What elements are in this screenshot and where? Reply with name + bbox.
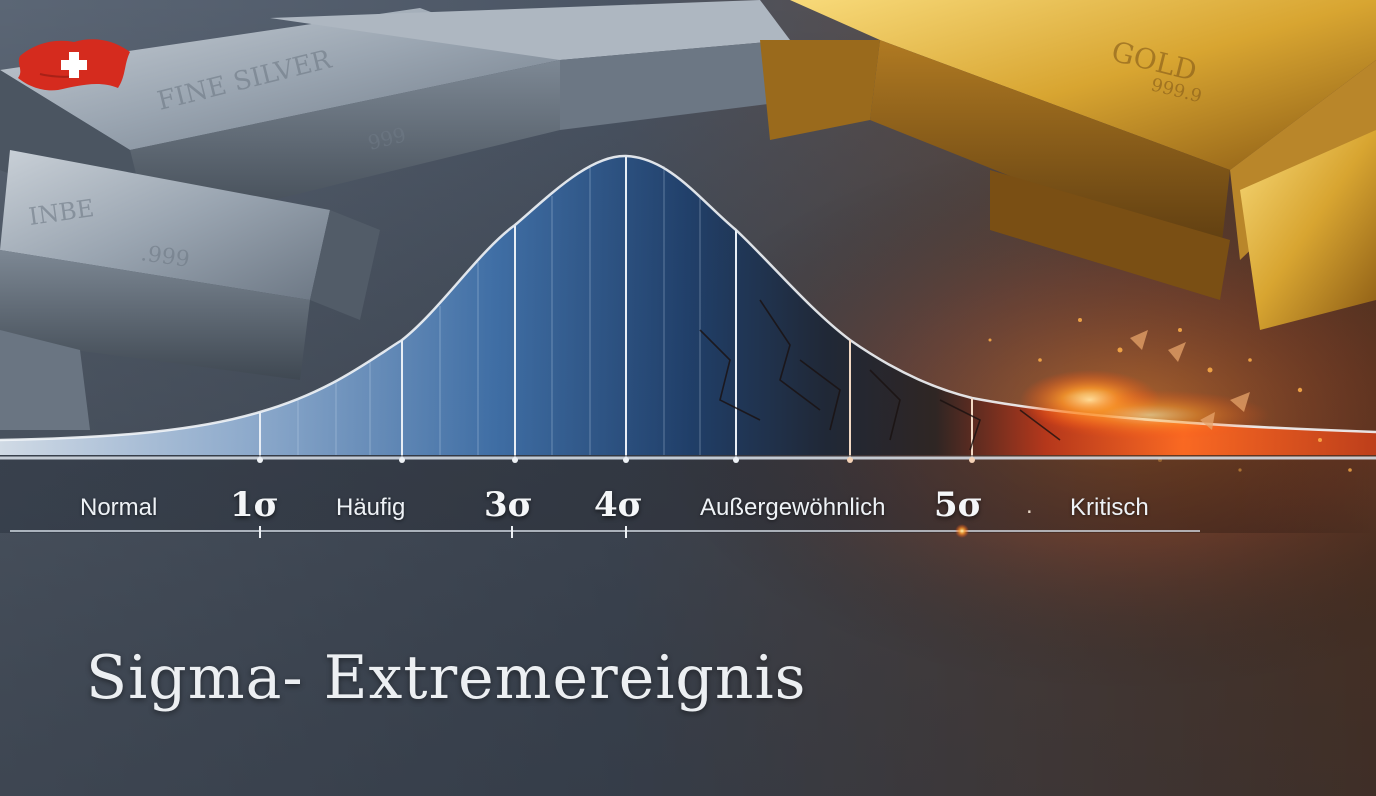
sigma-curve: [0, 154, 1376, 472]
label-aussergewoehnlich: Außergewöhnlich: [700, 494, 886, 521]
headline-title: Sigma- Extremereignis: [86, 643, 807, 713]
label-kritisch: Kritisch: [1070, 494, 1149, 521]
sigma-scale-band: [0, 455, 1376, 538]
label-sigma-1: 1σ: [230, 485, 279, 525]
label-haeufig: Häufig: [336, 494, 406, 521]
label-sigma-5: 5σ: [934, 485, 983, 525]
label-sigma-4: 4σ: [594, 485, 643, 525]
scale-separator: .: [1026, 492, 1033, 519]
gold-bars: GOLD 999.9: [760, 0, 1376, 330]
label-sigma-3: 3σ: [484, 485, 533, 525]
swiss-flag-icon: [18, 39, 130, 91]
silver-bars: FINE SILVER 999 INBE .999: [0, 0, 800, 430]
label-normal: Normal: [80, 494, 158, 521]
